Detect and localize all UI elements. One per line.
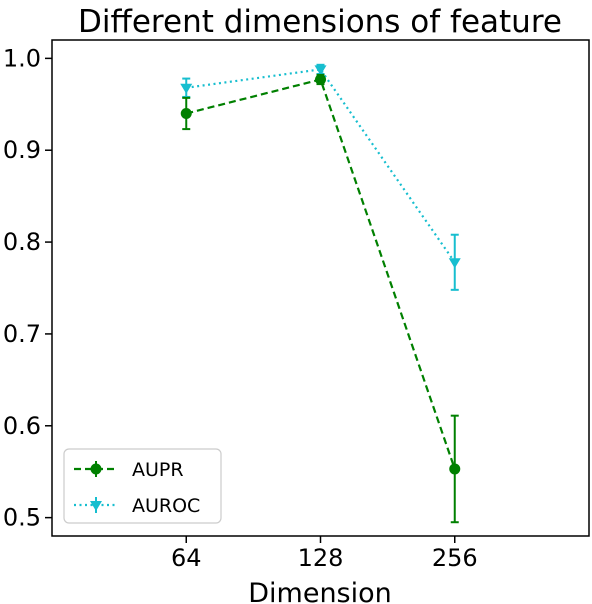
x-axis-label: Dimension xyxy=(248,578,392,604)
legend-items: AUPR AUROC xyxy=(74,459,200,517)
y-tick-label: 0.6 xyxy=(3,412,41,440)
legend-marker xyxy=(90,463,102,475)
data-point xyxy=(448,258,461,269)
x-tick-label: 256 xyxy=(432,544,478,572)
data-point xyxy=(314,65,327,76)
series-auroc xyxy=(180,63,461,291)
legend-marker xyxy=(90,501,102,511)
y-tick-label: 0.5 xyxy=(3,504,41,532)
x-tick-label: 128 xyxy=(298,544,344,572)
legend-item: AUROC xyxy=(74,495,200,517)
y-tick-label: 0.7 xyxy=(3,320,41,348)
y-tick-label: 0.8 xyxy=(3,228,41,256)
data-point xyxy=(449,463,461,475)
legend-item: AUPR xyxy=(74,459,184,481)
x-tick-label: 64 xyxy=(171,544,202,572)
data-point xyxy=(180,107,192,119)
legend-label: AUROC xyxy=(132,495,200,517)
data-point xyxy=(180,83,193,94)
y-tick-label: 0.9 xyxy=(3,136,41,164)
y-tick-label: 1.0 xyxy=(3,44,41,72)
legend-label: AUPR xyxy=(132,459,184,481)
data-point xyxy=(315,73,326,85)
legend: AUPR AUROC xyxy=(63,448,222,524)
series-aupr xyxy=(180,73,461,524)
chart-title: Different dimensions of feature xyxy=(78,4,562,40)
axis-ticks: 0.5 0.6 0.7 0.8 0.9 1.0 64 128 256 xyxy=(3,44,478,572)
series-layer xyxy=(180,63,461,524)
series-line xyxy=(186,68,456,263)
